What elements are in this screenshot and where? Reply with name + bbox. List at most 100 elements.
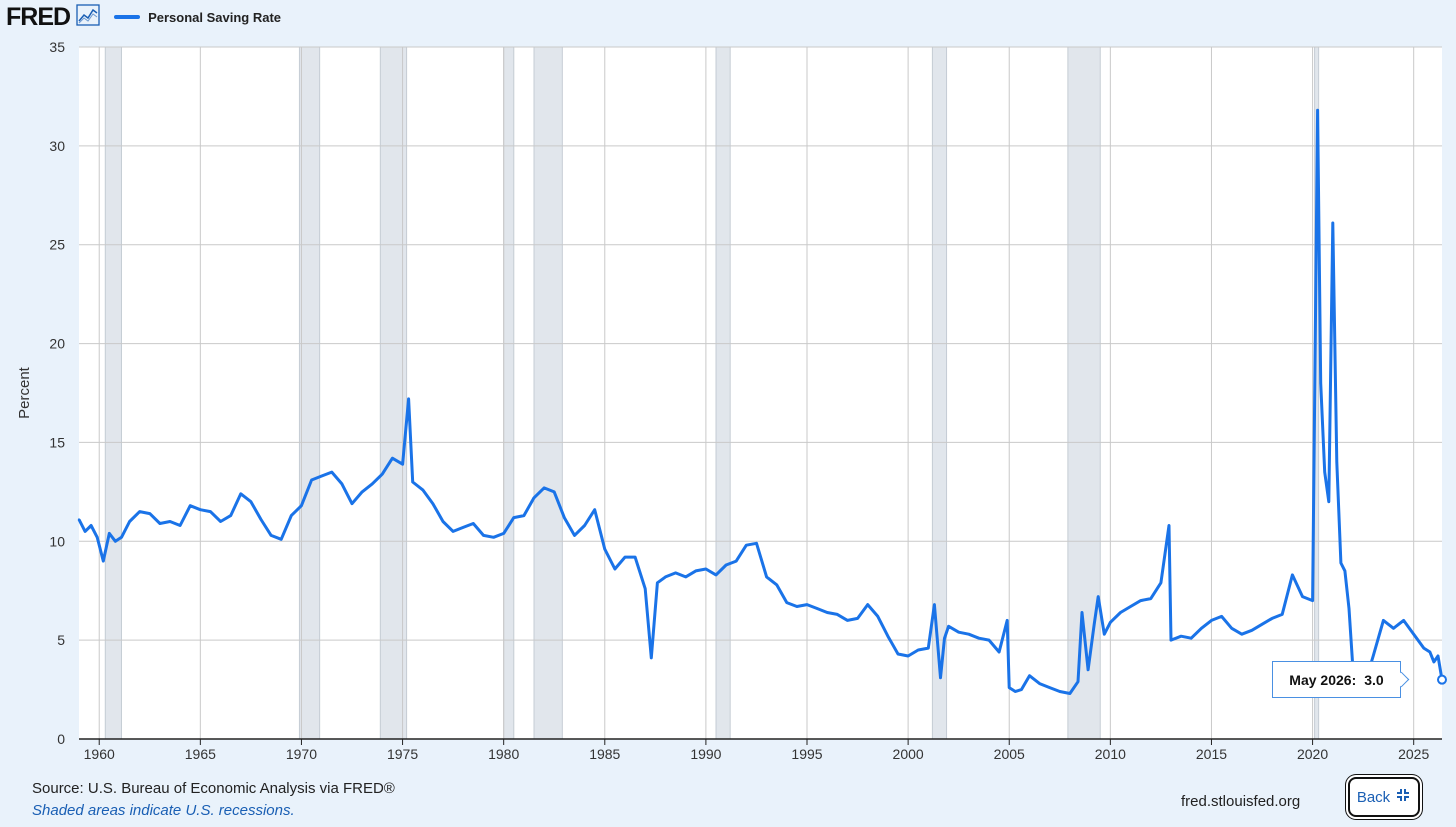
line-chart-icon[interactable] bbox=[76, 3, 100, 31]
x-tick-label-2015: 2015 bbox=[1196, 746, 1227, 762]
data-point bbox=[836, 613, 839, 616]
data-point bbox=[927, 646, 930, 650]
data-point bbox=[623, 555, 627, 559]
data-point bbox=[947, 625, 950, 628]
data-point bbox=[350, 502, 354, 505]
data-point bbox=[1200, 627, 1203, 630]
data-point bbox=[876, 615, 879, 618]
data-point bbox=[1250, 629, 1254, 632]
data-point bbox=[340, 482, 344, 486]
data-point bbox=[1347, 607, 1351, 610]
data-point bbox=[239, 492, 242, 496]
x-tick-label-2010: 2010 bbox=[1095, 746, 1126, 762]
data-point bbox=[1068, 692, 1072, 695]
data-point bbox=[856, 617, 859, 620]
data-point bbox=[694, 569, 697, 573]
data-point bbox=[1190, 636, 1193, 640]
collapse-icon bbox=[1395, 787, 1411, 807]
x-tick-label-1970: 1970 bbox=[286, 746, 317, 762]
data-point bbox=[108, 532, 111, 535]
data-point bbox=[1327, 500, 1330, 503]
data-point bbox=[1432, 660, 1436, 664]
data-point bbox=[381, 472, 384, 476]
fred-url[interactable]: fred.stlouisfed.org bbox=[1181, 793, 1301, 810]
data-point bbox=[1014, 690, 1017, 693]
legend-label[interactable]: Personal Saving Rate bbox=[148, 9, 282, 25]
x-tick-label-1980: 1980 bbox=[488, 746, 519, 762]
data-point bbox=[431, 502, 435, 505]
x-tick-label-2000: 2000 bbox=[893, 746, 924, 762]
data-point bbox=[1270, 617, 1274, 620]
data-point bbox=[1339, 561, 1343, 565]
data-point bbox=[775, 583, 778, 586]
data-point bbox=[189, 504, 192, 507]
data-point bbox=[199, 508, 202, 511]
data-point bbox=[583, 524, 586, 527]
tooltip-value: 3.0 bbox=[1364, 671, 1384, 688]
data-point bbox=[957, 631, 960, 634]
recession-band-1 bbox=[298, 46, 321, 740]
data-point bbox=[1230, 627, 1233, 630]
data-point bbox=[1220, 615, 1223, 618]
data-point bbox=[401, 462, 404, 466]
data-point bbox=[360, 490, 364, 494]
data-point bbox=[178, 524, 182, 527]
data-point bbox=[421, 488, 424, 492]
data-point bbox=[603, 547, 606, 551]
data-point bbox=[1436, 654, 1440, 658]
data-point bbox=[330, 470, 333, 474]
data-point bbox=[114, 540, 117, 543]
y-tick-label-20: 20 bbox=[49, 336, 65, 352]
x-tick-label-1990: 1990 bbox=[690, 746, 721, 762]
data-point bbox=[815, 607, 819, 610]
data-point bbox=[917, 648, 920, 652]
tooltip-date: May 2026: bbox=[1289, 671, 1357, 688]
data-point bbox=[896, 652, 900, 656]
data-point bbox=[269, 534, 273, 537]
recession-band-3 bbox=[503, 46, 515, 740]
data-point bbox=[148, 512, 151, 515]
data-point bbox=[1109, 621, 1112, 624]
data-point bbox=[482, 534, 485, 537]
y-tick-label-10: 10 bbox=[49, 533, 65, 549]
data-point bbox=[1058, 690, 1061, 693]
data-point bbox=[795, 605, 799, 608]
data-point bbox=[441, 520, 445, 523]
data-point bbox=[906, 654, 910, 658]
data-point bbox=[1402, 619, 1405, 622]
data-point bbox=[939, 676, 942, 679]
data-point bbox=[1092, 623, 1096, 626]
fred-logo[interactable]: FRED bbox=[6, 2, 71, 31]
data-point bbox=[987, 638, 991, 642]
data-point bbox=[320, 474, 323, 478]
data-point bbox=[1159, 581, 1163, 585]
y-axis: 0 5 10 15 20 25 30 35 bbox=[49, 39, 65, 747]
data-point bbox=[259, 518, 263, 521]
data-point bbox=[300, 504, 303, 507]
data-point bbox=[593, 508, 596, 511]
data-point bbox=[644, 587, 647, 590]
data-point bbox=[826, 611, 829, 614]
back-button-label: Back bbox=[1356, 788, 1391, 806]
x-tick-label-1960: 1960 bbox=[84, 746, 115, 762]
data-point bbox=[249, 500, 253, 503]
back-button[interactable]: Back bbox=[1348, 777, 1420, 817]
data-point bbox=[1210, 619, 1213, 622]
data-point bbox=[1240, 633, 1243, 636]
data-point bbox=[280, 538, 283, 541]
data-point bbox=[1103, 633, 1106, 636]
data-point bbox=[89, 524, 93, 527]
data-point bbox=[138, 510, 141, 513]
data-point bbox=[1008, 686, 1011, 689]
recession-band-5 bbox=[715, 46, 731, 740]
data-point bbox=[805, 603, 809, 606]
hover-marker bbox=[1437, 674, 1447, 685]
data-point bbox=[745, 544, 748, 547]
data-point bbox=[656, 581, 659, 585]
data-point bbox=[714, 573, 718, 577]
data-point bbox=[755, 542, 758, 545]
y-tick-label-30: 30 bbox=[49, 138, 65, 154]
data-point bbox=[120, 536, 123, 539]
data-point bbox=[943, 636, 946, 640]
data-point bbox=[1139, 599, 1142, 602]
